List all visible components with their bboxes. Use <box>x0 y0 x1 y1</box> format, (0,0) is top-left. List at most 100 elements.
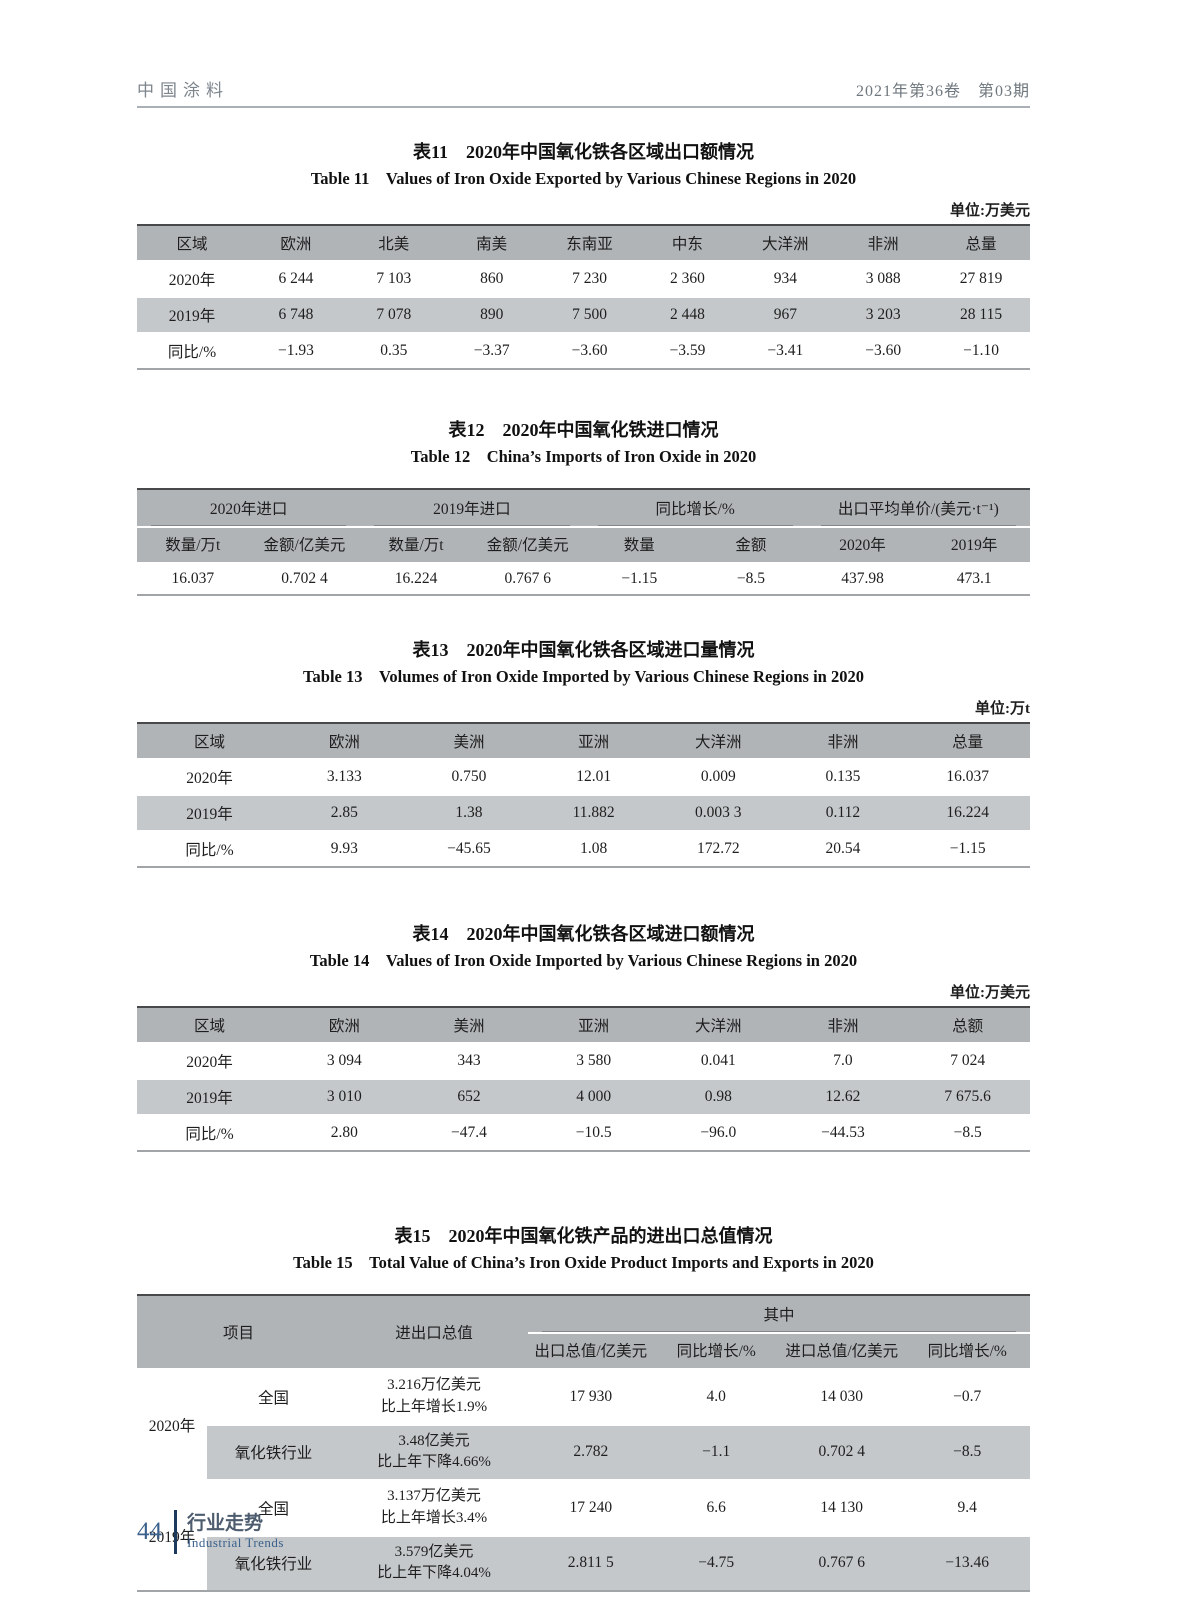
row-label: 2020年 <box>168 272 216 289</box>
table-row: 同比/% 2.80 −47.4 −10.5 −96.0 −44.53 −8.5 <box>137 1114 1030 1151</box>
data-cell: 17 930 <box>569 1387 613 1405</box>
data-cell: −44.53 <box>780 1114 906 1151</box>
row-label: 2019年 <box>137 296 247 333</box>
table11-title-en: Table 11 Values of Iron Oxide Exported b… <box>310 169 857 188</box>
row-label: 2019年 <box>137 794 282 831</box>
column-subheader: 进口总值/亿美元 <box>778 1333 905 1370</box>
data-cell: 16.224 <box>394 570 438 587</box>
data-cell: 7 078 <box>344 296 443 333</box>
total-value-line: 比上年下降4.66% <box>377 1454 491 1471</box>
data-cell: −13.46 <box>904 1534 1030 1591</box>
data-cell: 2 360 <box>670 270 705 287</box>
data-cell: 7 500 <box>540 296 639 333</box>
data-cell: 7 103 <box>376 270 412 287</box>
data-cell: −1.10 <box>932 332 1030 369</box>
table-row: 同比/% 9.93 −45.65 1.08 172.72 20.54 −1.15 <box>137 830 1030 867</box>
data-cell: 7.0 <box>833 1052 853 1069</box>
data-cell: 0.003 3 <box>655 794 781 831</box>
data-cell: 16.037 <box>171 570 215 587</box>
data-cell: −3.59 <box>638 332 737 369</box>
year-label: 2019年 <box>137 1479 207 1591</box>
journal-name: 中国涂料 <box>137 81 229 100</box>
data-cell: 2.811 5 <box>528 1534 654 1591</box>
column-subheader: 2019年 <box>918 527 1030 564</box>
column-group-label: 其中 <box>542 1301 1016 1332</box>
data-cell: 9.93 <box>282 830 407 867</box>
column-header: 大洋洲 <box>736 225 835 262</box>
column-header: 中东 <box>638 225 737 262</box>
column-header: 非洲 <box>780 1007 906 1044</box>
table14-unit-label: 单位:万美元 <box>950 985 1030 1001</box>
column-header: 欧洲 <box>282 1007 407 1044</box>
table12-title-en: Table 12 China’s Imports of Iron Oxide i… <box>410 447 757 466</box>
table-11: 区域 欧洲 北美 南美 东南亚 中东 大洋洲 非洲 总量 2020年 6 244 7 103 860 7 … <box>137 224 1030 370</box>
data-cell: 4 000 <box>531 1078 656 1115</box>
data-cell: −3.41 <box>736 332 835 369</box>
data-cell: −3.60 <box>834 332 933 369</box>
column-group-label: 2020年进口 <box>151 495 347 526</box>
data-cell: 2 448 <box>638 296 737 333</box>
data-cell: 2.85 <box>282 794 407 831</box>
column-group-header: 出口平均单价/(美元·t⁻¹) <box>806 489 1030 528</box>
data-cell: 3 094 <box>326 1052 362 1069</box>
column-subheader: 同比增长/% <box>653 1333 779 1370</box>
row-label: 同比/% <box>137 830 282 867</box>
data-cell: 0.767 6 <box>778 1534 905 1591</box>
row-label: 2020年 <box>186 1054 233 1071</box>
data-cell: 14 030 <box>820 1387 864 1405</box>
row-label: 2020年 <box>186 770 233 787</box>
column-group-header: 2020年进口 <box>137 489 361 528</box>
column-header: 区域 <box>137 225 247 262</box>
table15-title-zh: 表15 2020年中国氧化铁产品的进出口总值情况 <box>394 1226 773 1246</box>
data-cell: 0.750 <box>451 768 487 785</box>
row-label: 2019年 <box>137 1078 282 1115</box>
column-header: 美洲 <box>406 723 532 760</box>
data-cell: 6 244 <box>278 270 314 287</box>
data-cell: 11.882 <box>531 794 656 831</box>
column-header: 大洋洲 <box>655 1007 781 1044</box>
column-group-header: 2019年进口 <box>360 489 584 528</box>
total-value-line: 比上年增长3.4% <box>380 1509 488 1526</box>
table-row: 2019年 2.85 1.38 11.882 0.003 3 0.112 16.224 <box>137 794 1030 831</box>
column-header: 欧洲 <box>282 723 407 760</box>
table-13: 区域 欧洲 美洲 亚洲 大洋洲 非洲 总量 2020年 3.133 0.750 12.01 0.009… <box>137 722 1030 868</box>
column-group-label: 2019年进口 <box>374 495 570 526</box>
table13-unit-label: 单位:万t <box>975 701 1030 717</box>
table-row: 16.037 0.702 4 16.224 0.767 6 −1.15 −8.5 437.9… <box>137 563 1030 595</box>
data-cell: −96.0 <box>655 1114 781 1151</box>
data-cell: 1.38 <box>406 794 532 831</box>
data-cell: 0.767 6 <box>504 570 551 587</box>
data-cell: 3 203 <box>834 296 933 333</box>
column-header: 非洲 <box>834 225 933 262</box>
data-cell: 12.62 <box>780 1078 906 1115</box>
data-cell: −4.75 <box>653 1534 779 1591</box>
data-cell: 2.782 <box>528 1423 654 1480</box>
total-value-line: 3.579亿美元 <box>394 1543 474 1560</box>
table14-title-zh: 表14 2020年中国氧化铁各区域进口额情况 <box>412 924 755 944</box>
data-cell: 652 <box>406 1078 532 1115</box>
column-subheader: 数量 <box>583 527 696 564</box>
data-cell: 0.702 4 <box>778 1423 905 1480</box>
data-cell: 0.35 <box>344 332 443 369</box>
row-label: 同比/% <box>137 332 247 369</box>
table-row: 2019年 3 010 652 4 000 0.98 12.62 7 675.6 <box>137 1078 1030 1115</box>
data-cell: 7 675.6 <box>905 1078 1030 1115</box>
column-subheader: 2020年 <box>806 527 919 564</box>
data-cell: 0.702 4 <box>281 570 328 587</box>
data-cell: 17 240 <box>528 1479 654 1536</box>
column-subheader: 金额/亿美元 <box>248 527 361 564</box>
footer-section: 行业走势 Industrial Trends <box>187 1513 284 1552</box>
data-cell: 0.98 <box>655 1078 781 1115</box>
table15-title-en: Table 15 Total Value of China’s Iron Oxi… <box>293 1253 874 1272</box>
data-cell: 343 <box>457 1052 481 1069</box>
data-cell: 934 <box>773 270 797 287</box>
data-cell: 20.54 <box>780 830 906 867</box>
column-header: 亚洲 <box>531 1007 656 1044</box>
table-row: 氧化铁行业 3.48亿美元 比上年下降4.66% 2.782 −1.1 0.702 4 −8… <box>137 1423 1030 1480</box>
column-subheader: 金额 <box>695 527 807 564</box>
table-row: 2020年 全国 3.216万亿美元 比上年增长1.9% 17 930 4.0 14 030… <box>137 1369 1030 1480</box>
table-15: 项目 进出口总值 其中 出口总值/亿美元 同比增长/% 进口总值/亿美元 同比增长/% 202… <box>137 1294 1030 1592</box>
data-cell: −45.65 <box>406 830 532 867</box>
data-cell: 3.133 <box>326 768 362 785</box>
